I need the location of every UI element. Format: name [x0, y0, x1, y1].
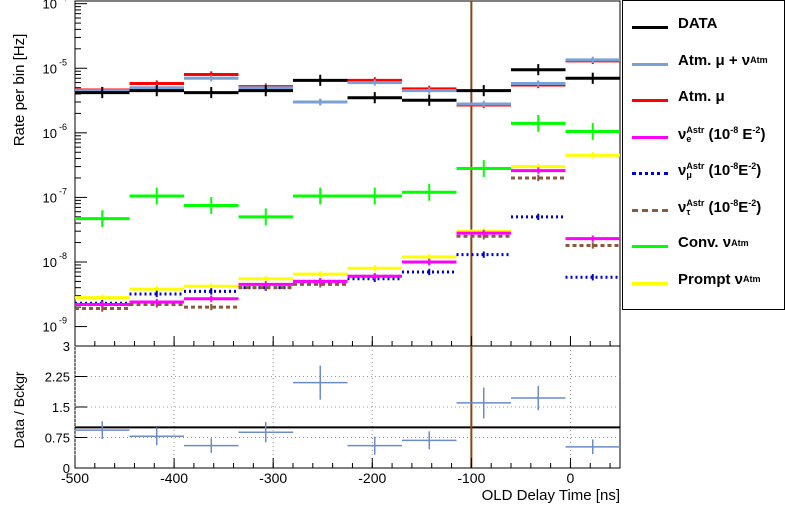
y-tick-exponent: -4: [59, 0, 67, 3]
legend-item: Atm. μ + ν Atm: [623, 46, 785, 82]
legend-label: ν Astr μ (10-8E-2): [678, 161, 762, 181]
x-tick-label: -500: [61, 470, 89, 486]
legend-swatch: [632, 135, 668, 139]
ratio-point: [347, 436, 402, 455]
series-3: [75, 167, 620, 308]
legend-item: ν Astr e (10-8 E-2): [623, 119, 785, 155]
y-tick-label: 10: [43, 320, 57, 335]
legend-label: ν Astr τ (10-8E-2): [678, 197, 762, 217]
ratio-y-axis-label: Data / Bckgr: [11, 371, 27, 448]
ratio-y-tick-label: 3: [63, 339, 70, 354]
x-tick-label: -300: [259, 470, 287, 486]
legend-swatch: [632, 62, 668, 66]
series-6: [75, 114, 620, 227]
ratio-point: [511, 385, 566, 411]
legend-item: Atm. μ: [623, 82, 785, 118]
y-tick-exponent: -9: [59, 316, 67, 326]
y-tick-label: 10: [43, 0, 57, 12]
ratio-point: [238, 422, 293, 443]
y-tick-label: 10: [43, 190, 57, 205]
legend-label: Atm. μ: [678, 88, 725, 105]
series-4: [75, 213, 620, 307]
ratio-point: [456, 387, 511, 419]
ratio-point: [184, 438, 239, 453]
y-tick-label: 10: [43, 255, 57, 270]
legend-label: Prompt ν Atm: [678, 270, 761, 288]
ratio-panel: 0 0.75 1.5 2.25 3 -500 -400 -300 -200 -100 0: [45, 339, 621, 486]
legend-label: ν Astr e (10-8 E-2): [678, 124, 766, 144]
legend-item: ν Astr τ (10-8E-2): [623, 192, 785, 228]
legend-item: Prompt ν Atm: [623, 265, 785, 301]
ratio-y-tick-label: 1.5: [52, 400, 70, 415]
legend-item: ν Astr μ (10-8E-2): [623, 155, 785, 191]
legend-item: DATA: [623, 9, 785, 45]
legend-swatch: [632, 208, 668, 212]
y-tick-exponent: -7: [59, 186, 67, 196]
ratio-point: [75, 421, 130, 440]
ratio-y-tick-label: 0: [63, 461, 70, 476]
y-axis-label: Rate per bin [Hz]: [11, 34, 28, 147]
legend-label: Conv. ν Atm: [678, 234, 749, 251]
ratio-y-tick-label: 0.75: [45, 431, 70, 446]
legend-swatch: [632, 26, 668, 29]
series-0: [75, 64, 620, 106]
y-tick-label: 10: [43, 126, 57, 141]
ratio-point: [565, 439, 620, 455]
x-tick-label: 0: [567, 470, 575, 486]
legend-swatch: [632, 172, 668, 175]
legend-swatch: [632, 281, 668, 285]
y-tick-label: 10: [43, 61, 57, 76]
y-tick-exponent: -8: [59, 251, 67, 261]
legend-item: Conv. ν Atm: [623, 228, 785, 264]
x-tick-label: -100: [457, 470, 485, 486]
y-tick-exponent: -6: [59, 122, 67, 132]
x-tick-label: -200: [358, 470, 386, 486]
ratio-point: [129, 427, 184, 446]
upper-panel: 10-410-510-610-710-810-9: [43, 0, 621, 347]
legend: DATA Atm. μ + ν Atm Atm. μ ν Astr e (10-8 E-2)…: [622, 0, 785, 310]
x-axis-label: OLD Delay Time [ns]: [482, 487, 620, 504]
ratio-point: [402, 431, 457, 450]
ratio-y-tick-label: 2.25: [45, 370, 70, 385]
legend-swatch: [632, 245, 668, 248]
legend-label: Atm. μ + ν Atm: [678, 51, 768, 69]
legend-swatch: [632, 99, 668, 102]
legend-label: DATA: [678, 15, 718, 32]
ratio-point: [293, 365, 348, 400]
y-tick-exponent: -5: [59, 57, 67, 67]
x-tick-label: -400: [160, 470, 188, 486]
